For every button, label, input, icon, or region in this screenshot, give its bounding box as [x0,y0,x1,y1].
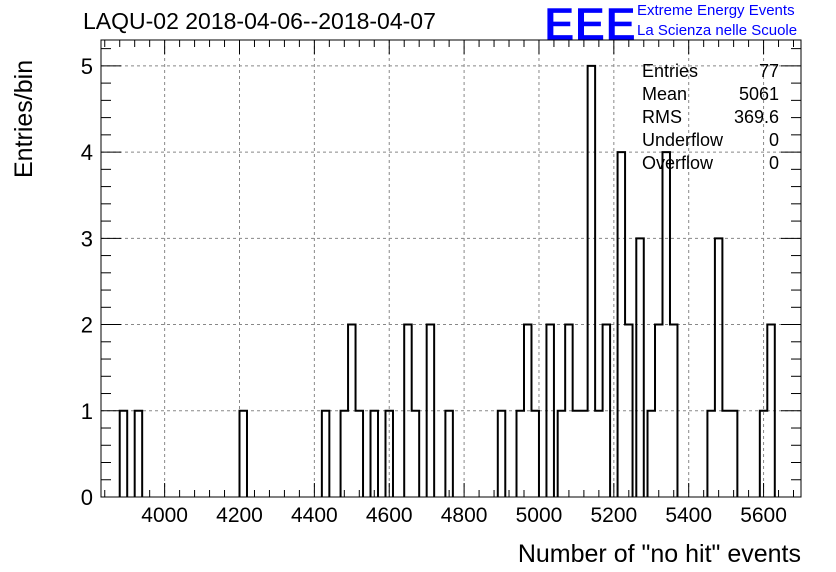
stats-label: Mean [642,84,687,104]
stats-value: 369.6 [734,107,779,127]
tick-labels: 4000 4200 4400 4600 4800 5000 5200 5400 56000123… [81,54,787,527]
y-tick-label: 0 [81,485,93,510]
y-axis-label: Entries/bin [10,60,38,178]
y-tick-label: 2 [81,313,93,338]
histogram-outline [118,64,776,497]
x-tick-label: 4000 [141,504,188,527]
x-tick-label: 4200 [216,504,263,527]
y-tick-label: 5 [81,54,93,79]
stats-label: RMS [642,107,682,127]
chart-title: LAQU-02 2018-04-06--2018-04-07 [83,8,436,34]
x-tick-label: 4400 [291,504,338,527]
stats-label: Underflow [642,130,724,150]
x-axis-label: Number of "no hit" events [518,540,801,568]
stats-value: 0 [769,130,779,150]
y-tick-label: 1 [81,399,93,424]
stats-label: Overflow [642,153,714,173]
eee-logo: EEE [544,0,637,44]
logo-subtitle-line2: La Scienza nelle Scuole [637,22,798,39]
grid-lines [101,40,801,497]
x-tick-label: 5600 [740,504,787,527]
stats-box: Entries 77 Mean 5061 RMS 369.6 Underflow 0 Overf… [642,61,779,173]
stats-value: 0 [769,153,779,173]
x-tick-label: 5400 [665,504,712,527]
axis-ticks [101,40,801,498]
stats-value: 5061 [739,84,779,104]
logo-subtitle-line1: Extreme Energy Events [637,2,795,19]
x-tick-label: 5200 [590,504,637,527]
x-tick-label: 4600 [366,504,413,527]
y-tick-label: 4 [81,140,93,165]
stats-label: Entries [642,61,698,81]
eee-logo-text: EEE [544,0,636,44]
y-tick-label: 3 [81,226,93,251]
stats-value: 77 [759,61,779,81]
plot-frame [100,39,802,498]
x-tick-label: 5000 [516,504,563,527]
x-tick-label: 4800 [441,504,488,527]
